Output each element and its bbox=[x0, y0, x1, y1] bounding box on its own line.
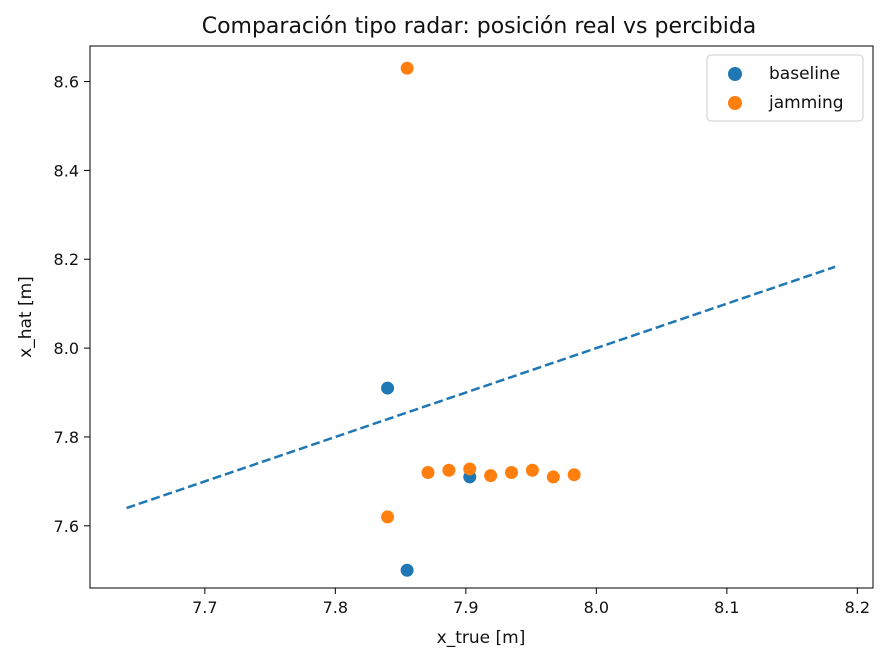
point-jamming-3 bbox=[442, 463, 456, 477]
point-jamming-2 bbox=[421, 465, 435, 479]
x-tick-label: 8.2 bbox=[845, 598, 870, 617]
point-jamming-6 bbox=[505, 465, 519, 479]
y-tick-label: 8.4 bbox=[54, 161, 79, 180]
x-tick-label: 8.0 bbox=[584, 598, 609, 617]
point-jamming-0 bbox=[400, 61, 414, 75]
y-tick-label: 8.0 bbox=[54, 339, 79, 358]
point-baseline-1 bbox=[400, 563, 414, 577]
legend-marker-jamming bbox=[728, 96, 742, 110]
point-jamming-9 bbox=[567, 468, 581, 482]
x-tick-label: 8.1 bbox=[714, 598, 739, 617]
plot-frame bbox=[89, 45, 874, 589]
x-tick-label: 7.7 bbox=[192, 598, 217, 617]
point-jamming-4 bbox=[463, 462, 477, 476]
reference-line bbox=[126, 265, 836, 510]
plot-area bbox=[90, 46, 873, 588]
chart-title: Comparación tipo radar: posición real vs… bbox=[202, 14, 757, 39]
points-layer bbox=[126, 61, 836, 577]
point-jamming-1 bbox=[381, 510, 395, 524]
y-tick-label: 8.2 bbox=[54, 250, 79, 269]
point-baseline-0 bbox=[381, 381, 395, 395]
x-tick-label: 7.8 bbox=[323, 598, 348, 617]
ticks-layer: 7.7 7.8 7.9 8.0 8.1 8.2 7.6 7.8 8.0 8.2 8.4 8.6 bbox=[54, 73, 871, 617]
legend-marker-baseline bbox=[728, 67, 742, 81]
y-tick-label: 7.6 bbox=[54, 517, 79, 536]
x-axis-label: x_true [m] bbox=[437, 628, 526, 648]
legend-label-baseline: baseline bbox=[769, 64, 840, 84]
point-jamming-8 bbox=[546, 470, 560, 484]
y-axis-label: x_hat [m] bbox=[16, 276, 36, 358]
point-jamming-7 bbox=[525, 463, 539, 477]
legend: baseline jamming bbox=[706, 54, 864, 122]
legend-label-jamming: jamming bbox=[768, 93, 844, 113]
y-tick-label: 7.8 bbox=[54, 428, 79, 447]
y-tick-label: 8.6 bbox=[54, 73, 79, 92]
point-jamming-5 bbox=[484, 469, 498, 483]
legend-box bbox=[706, 54, 864, 122]
plot-background bbox=[90, 46, 873, 588]
x-tick-label: 7.9 bbox=[453, 598, 478, 617]
